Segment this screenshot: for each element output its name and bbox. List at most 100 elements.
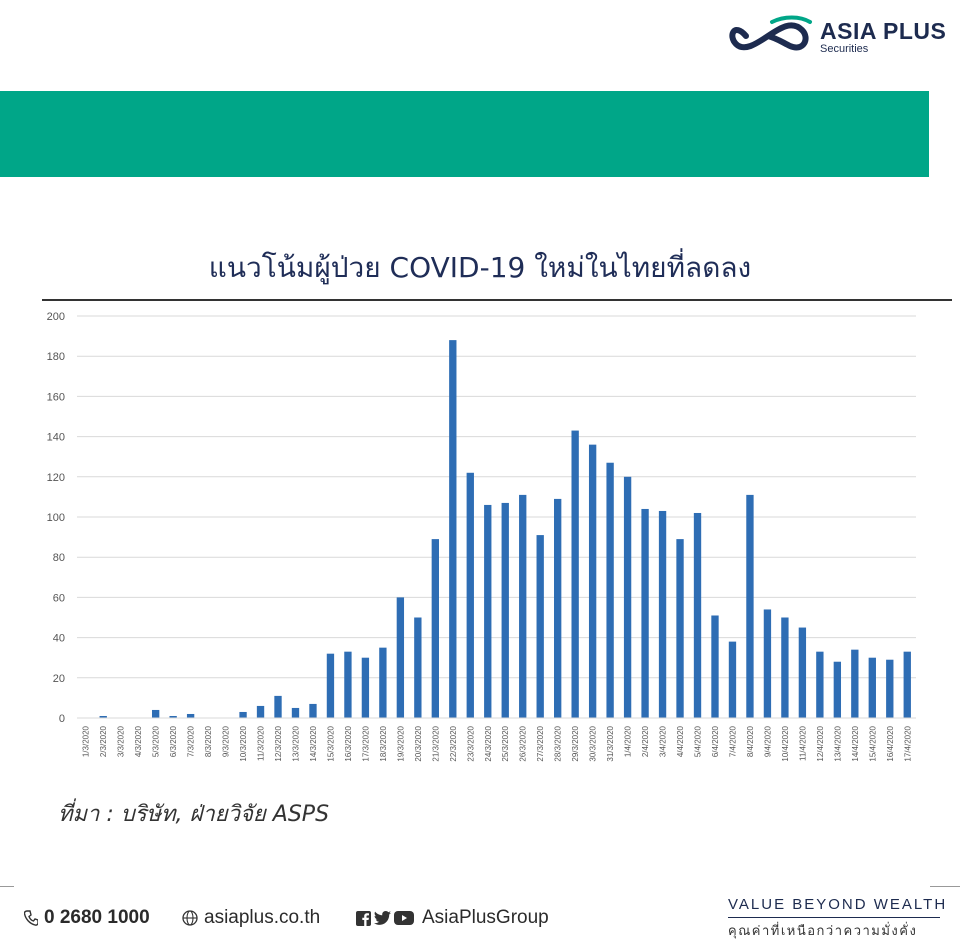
x-tick-label: 5/3/2020 bbox=[152, 725, 161, 757]
x-tick-label: 28/3/2020 bbox=[554, 725, 563, 761]
bar bbox=[291, 707, 300, 718]
bar bbox=[623, 476, 632, 718]
x-tick-label: 14/4/2020 bbox=[851, 725, 860, 761]
y-tick-label: 20 bbox=[53, 673, 65, 685]
x-tick-label: 10/4/2020 bbox=[781, 725, 790, 761]
x-tick-label: 1/3/2020 bbox=[82, 725, 91, 757]
y-tick-label: 80 bbox=[53, 552, 65, 564]
brand-logo: ASIA PLUS Securities bbox=[726, 14, 946, 58]
footer-phone[interactable]: 0 2680 1000 bbox=[24, 907, 150, 929]
phone-number: 0 2680 1000 bbox=[44, 907, 150, 928]
x-tick-label: 4/4/2020 bbox=[676, 725, 685, 757]
website-link: asiaplus.co.th bbox=[204, 907, 321, 928]
bar bbox=[309, 703, 317, 718]
x-tick-label: 20/3/2020 bbox=[414, 725, 423, 761]
bar bbox=[379, 647, 387, 718]
x-tick-label: 11/3/2020 bbox=[257, 725, 266, 761]
youtube-icon[interactable] bbox=[394, 911, 414, 925]
bar bbox=[431, 539, 439, 718]
bar bbox=[274, 695, 282, 718]
chart-title: แนวโน้มผู้ป่วย COVID-19 ใหม่ในไทยที่ลดลง bbox=[208, 251, 752, 284]
footer-website[interactable]: asiaplus.co.th bbox=[182, 907, 320, 929]
bar bbox=[606, 462, 614, 718]
x-tick-label: 4/3/2020 bbox=[134, 725, 143, 757]
x-tick-label: 6/4/2020 bbox=[711, 725, 720, 757]
bar bbox=[396, 597, 405, 718]
bar bbox=[151, 709, 160, 718]
x-tick-label: 8/4/2020 bbox=[746, 725, 755, 757]
x-tick-label: 7/3/2020 bbox=[187, 725, 196, 757]
bar bbox=[239, 711, 247, 718]
facebook-icon[interactable] bbox=[356, 910, 371, 926]
x-tick-label: 17/4/2020 bbox=[903, 725, 912, 761]
bar-chart: 0 20 40 60 80 100 120 140 160 180 200 1/3/2020 2/3/2… bbox=[47, 311, 916, 762]
bar bbox=[588, 444, 597, 718]
bar bbox=[641, 508, 649, 718]
y-tick-label: 160 bbox=[47, 391, 65, 403]
bar bbox=[833, 661, 842, 718]
bar bbox=[344, 651, 352, 718]
social-handle: AsiaPlusGroup bbox=[422, 907, 549, 928]
x-tick-label: 7/4/2020 bbox=[728, 725, 737, 757]
x-tick-label: 16/3/2020 bbox=[344, 725, 353, 761]
globe-icon bbox=[182, 910, 198, 926]
x-tick-label: 22/3/2020 bbox=[449, 725, 458, 761]
tagline-divider bbox=[728, 917, 940, 918]
x-tick-label: 13/3/2020 bbox=[291, 725, 300, 761]
x-tick-label: 15/4/2020 bbox=[868, 725, 877, 761]
x-tick-label: 13/4/2020 bbox=[833, 725, 842, 761]
bar bbox=[536, 535, 544, 718]
twitter-icon[interactable] bbox=[374, 911, 391, 925]
bar bbox=[886, 659, 894, 718]
y-tick-label: 40 bbox=[53, 633, 65, 645]
tagline: VALUE BEYOND WEALTH bbox=[728, 896, 948, 913]
bar bbox=[501, 502, 509, 718]
infinity-logo-icon bbox=[729, 15, 812, 51]
bar bbox=[903, 651, 911, 718]
bar bbox=[658, 510, 667, 718]
source-note: ที่มา : บริษัท, ฝ่ายวิจัย ASPS bbox=[58, 802, 330, 827]
x-tick-label: 30/3/2020 bbox=[589, 725, 598, 761]
footer-social[interactable]: AsiaPlusGroup bbox=[356, 907, 549, 929]
x-tick-label: 19/3/2020 bbox=[396, 725, 405, 761]
x-tick-label: 11/4/2020 bbox=[798, 725, 807, 761]
bar bbox=[256, 705, 265, 718]
bar bbox=[519, 494, 527, 718]
bar bbox=[326, 653, 335, 718]
y-tick-label: 180 bbox=[47, 351, 65, 363]
x-tick-label: 8/3/2020 bbox=[204, 725, 213, 757]
bar bbox=[728, 641, 737, 718]
x-tick-label: 14/3/2020 bbox=[309, 725, 318, 761]
bar bbox=[763, 609, 772, 718]
x-tick-label: 27/3/2020 bbox=[536, 725, 545, 761]
x-tick-label: 5/4/2020 bbox=[694, 725, 703, 757]
x-tick-label: 29/3/2020 bbox=[571, 725, 580, 761]
y-tick-label: 60 bbox=[53, 592, 65, 604]
bar bbox=[816, 651, 824, 718]
bar bbox=[851, 649, 859, 718]
bar bbox=[798, 627, 807, 718]
bar bbox=[466, 472, 474, 718]
x-tick-label: 9/4/2020 bbox=[763, 725, 772, 757]
x-tick-label: 15/3/2020 bbox=[326, 725, 335, 761]
header-banner bbox=[0, 91, 929, 177]
bar bbox=[711, 615, 719, 718]
footer-divider-left bbox=[0, 886, 14, 887]
x-tick-label: 3/4/2020 bbox=[659, 725, 668, 757]
bar bbox=[361, 657, 370, 718]
brand-name: ASIA PLUS bbox=[820, 18, 947, 44]
x-tick-label: 18/3/2020 bbox=[379, 725, 388, 761]
x-tick-label: 9/3/2020 bbox=[222, 725, 231, 757]
x-tick-label: 24/3/2020 bbox=[484, 725, 493, 761]
x-tick-label: 17/3/2020 bbox=[361, 725, 370, 761]
y-tick-label: 100 bbox=[47, 512, 65, 524]
y-tick-label: 120 bbox=[47, 472, 65, 484]
title-divider bbox=[42, 299, 952, 301]
x-tick-label: 3/3/2020 bbox=[117, 725, 126, 757]
x-tick-label: 25/3/2020 bbox=[501, 725, 510, 761]
brand-sub: Securities bbox=[820, 43, 869, 55]
x-tick-label: 1/4/2020 bbox=[624, 725, 633, 757]
bar bbox=[746, 494, 754, 718]
x-tick-label: 16/4/2020 bbox=[886, 725, 895, 761]
bar bbox=[186, 713, 195, 718]
